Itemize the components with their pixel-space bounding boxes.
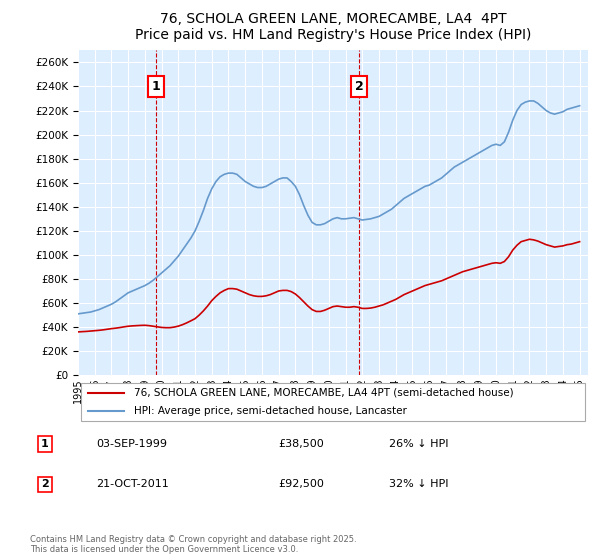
Text: £92,500: £92,500 [278,479,324,489]
FancyBboxPatch shape [80,383,586,421]
Text: 21-OCT-2011: 21-OCT-2011 [96,479,169,489]
Title: 76, SCHOLA GREEN LANE, MORECAMBE, LA4  4PT
Price paid vs. HM Land Registry's Hou: 76, SCHOLA GREEN LANE, MORECAMBE, LA4 4P… [135,12,531,43]
Text: 1: 1 [41,439,49,449]
Text: 2: 2 [355,80,363,93]
Text: 26% ↓ HPI: 26% ↓ HPI [389,439,448,449]
Text: 03-SEP-1999: 03-SEP-1999 [96,439,167,449]
Text: HPI: Average price, semi-detached house, Lancaster: HPI: Average price, semi-detached house,… [134,406,407,416]
Text: 2: 2 [41,479,49,489]
Text: 76, SCHOLA GREEN LANE, MORECAMBE, LA4 4PT (semi-detached house): 76, SCHOLA GREEN LANE, MORECAMBE, LA4 4P… [134,388,514,398]
Text: 1: 1 [152,80,160,93]
Text: 32% ↓ HPI: 32% ↓ HPI [389,479,448,489]
Text: Contains HM Land Registry data © Crown copyright and database right 2025.
This d: Contains HM Land Registry data © Crown c… [30,535,356,554]
Text: £38,500: £38,500 [278,439,324,449]
